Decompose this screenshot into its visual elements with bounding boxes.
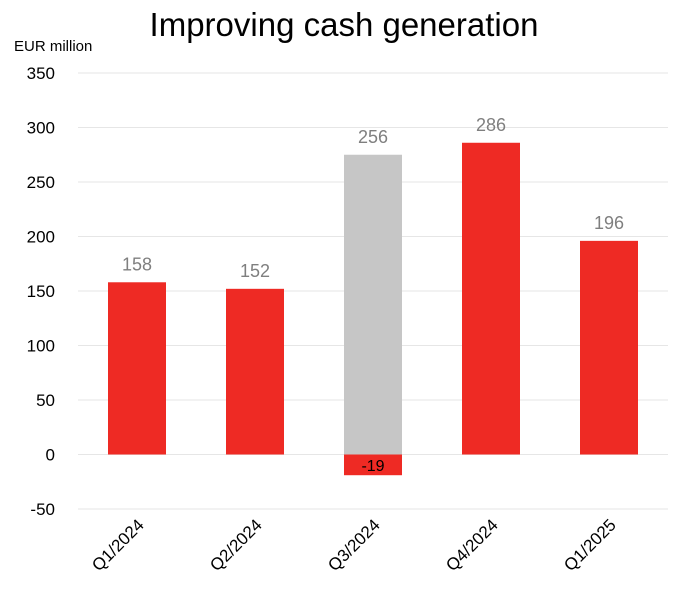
bar-positive-part [344, 154, 402, 455]
y-tick-label: 200 [27, 228, 55, 247]
bar [580, 240, 638, 455]
bar-negative-part [344, 454, 402, 476]
data-label: 196 [594, 213, 624, 233]
data-labels: 158 152 -19 256 286 196 [122, 115, 624, 475]
data-label: 152 [240, 261, 270, 281]
bars [108, 142, 638, 476]
y-tick-label: 0 [46, 446, 55, 465]
x-tick-label: Q3/2024 [324, 515, 384, 575]
bar [108, 282, 166, 455]
y-axis-unit-label: EUR million [14, 38, 92, 55]
y-tick-label: -50 [30, 500, 55, 519]
chart-title: Improving cash generation [150, 6, 539, 43]
x-axis-ticks: Q1/2024 Q2/2024 Q3/2024 Q4/2024 Q1/2025 [88, 515, 620, 575]
x-tick-label: Q1/2024 [88, 515, 148, 575]
y-tick-label: 300 [27, 119, 55, 138]
y-tick-label: 100 [27, 337, 55, 356]
y-tick-label: 350 [27, 64, 55, 83]
data-label: 256 [358, 127, 388, 147]
data-label: 286 [476, 115, 506, 135]
y-tick-label: 150 [27, 282, 55, 301]
x-tick-label: Q2/2024 [206, 515, 266, 575]
bar [226, 288, 284, 455]
y-tick-label: 50 [36, 391, 55, 410]
negative-data-label: -19 [361, 458, 384, 475]
x-tick-label: Q1/2025 [560, 515, 620, 575]
data-label: 158 [122, 254, 152, 274]
y-axis-ticks: 350 300 250 200 150 100 50 0 -50 [27, 64, 55, 519]
x-tick-label: Q4/2024 [442, 515, 502, 575]
y-tick-label: 250 [27, 173, 55, 192]
bar [462, 142, 520, 455]
